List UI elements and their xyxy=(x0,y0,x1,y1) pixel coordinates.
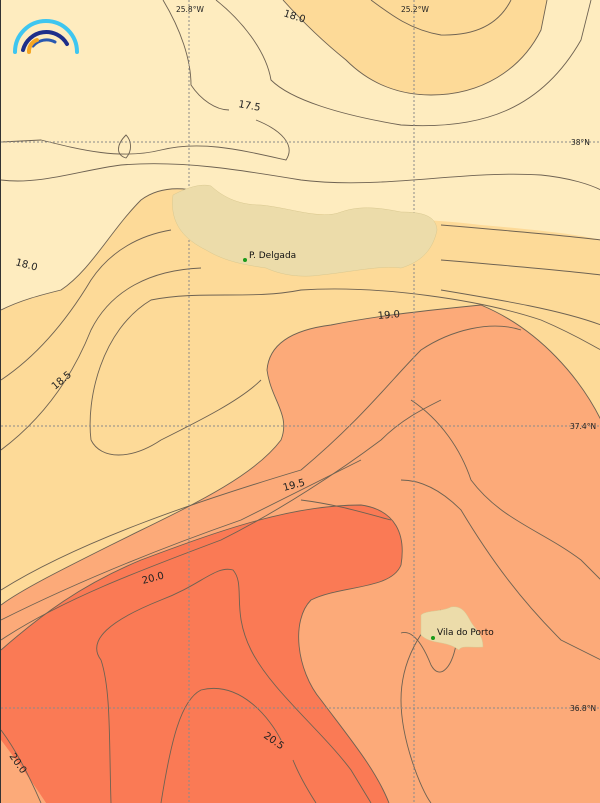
contour-label: 17.5 xyxy=(237,99,261,114)
band-18-0-18-5-top xyxy=(283,0,547,95)
sao-miguel-island xyxy=(172,184,438,277)
lat-label: 36.8°N xyxy=(570,704,596,713)
place-label-vila-do-porto: Vila do Porto xyxy=(437,628,494,638)
lat-label: 37.4°N xyxy=(570,422,596,431)
band-19-5-20-0-corner xyxy=(1,740,46,803)
rainbow-logo xyxy=(13,19,79,54)
band-18-0-18-5-middle xyxy=(1,188,600,605)
contour-label: 19.0 xyxy=(377,309,400,322)
lat-label: 38°N xyxy=(571,138,590,147)
lon-label: 25.8°W xyxy=(176,5,204,14)
place-label-ponta-delgada: P. Delgada xyxy=(249,251,296,261)
vila-do-porto-marker xyxy=(431,636,435,640)
band-20-0-20-5 xyxy=(1,505,403,803)
lon-label: 25.2°W xyxy=(401,5,429,14)
santa-maria-island xyxy=(420,606,484,651)
ponta-delgada-marker xyxy=(243,258,247,262)
